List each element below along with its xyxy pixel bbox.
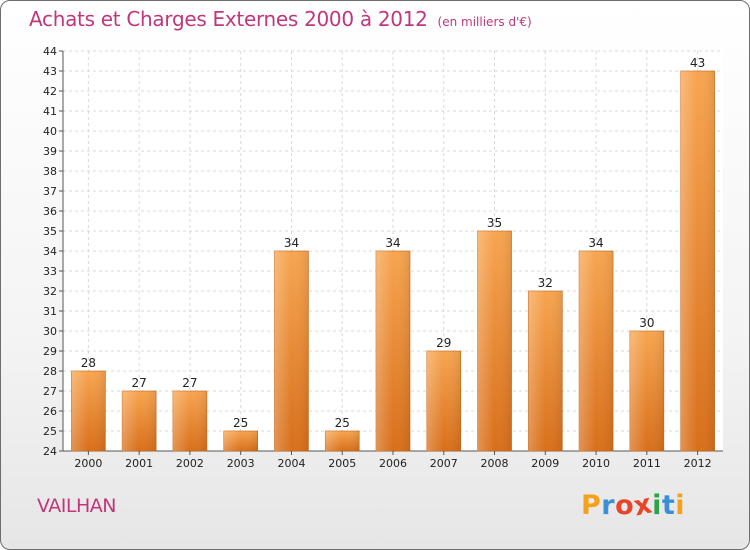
logo-letter: P bbox=[581, 490, 602, 521]
y-tick-label: 39 bbox=[43, 145, 57, 158]
y-tick-label: 38 bbox=[43, 165, 57, 178]
bar-shade bbox=[122, 391, 157, 451]
y-tick-label: 31 bbox=[43, 305, 57, 318]
chart-title: Achats et Charges Externes 2000 à 2012 (e… bbox=[29, 7, 532, 31]
bar-value-label: 34 bbox=[588, 236, 603, 250]
y-tick-label: 35 bbox=[43, 225, 57, 238]
bar-value-label: 25 bbox=[335, 416, 350, 430]
logo-letter: t bbox=[661, 490, 676, 521]
y-tick-label: 33 bbox=[43, 265, 57, 278]
bar-shade bbox=[477, 231, 512, 451]
bar-value-label: 34 bbox=[284, 236, 299, 250]
y-tick-label: 42 bbox=[43, 85, 57, 98]
bar-shade bbox=[528, 291, 563, 451]
y-tick-label: 43 bbox=[43, 65, 57, 78]
x-tick-label: 2003 bbox=[227, 457, 255, 470]
x-tick-label: 2002 bbox=[176, 457, 204, 470]
bar-value-label: 43 bbox=[690, 56, 705, 70]
logo-letter: i bbox=[652, 490, 662, 521]
y-tick-label: 44 bbox=[43, 45, 57, 58]
chart-subtitle: (en milliers d'€) bbox=[437, 15, 532, 29]
proxiti-logo: Proxiti bbox=[581, 488, 686, 522]
logo-letter: o bbox=[615, 490, 635, 521]
bar-shade bbox=[426, 351, 461, 451]
bar-shade bbox=[579, 251, 614, 451]
bar-value-label: 27 bbox=[182, 376, 197, 390]
y-tick-label: 24 bbox=[43, 445, 57, 458]
chart-title-text: Achats et Charges Externes 2000 à 2012 bbox=[29, 7, 428, 31]
logo-letter: r bbox=[601, 490, 616, 521]
bar-value-label: 27 bbox=[132, 376, 147, 390]
y-tick-label: 37 bbox=[43, 185, 57, 198]
bar-value-label: 29 bbox=[436, 336, 451, 350]
x-tick-label: 2000 bbox=[74, 457, 102, 470]
y-tick-label: 27 bbox=[43, 385, 57, 398]
x-tick-label: 2011 bbox=[633, 457, 661, 470]
y-tick-label: 40 bbox=[43, 125, 57, 138]
bar-shade bbox=[274, 251, 309, 451]
x-tick-label: 2004 bbox=[277, 457, 305, 470]
x-tick-label: 2008 bbox=[481, 457, 509, 470]
x-tick-label: 2001 bbox=[125, 457, 153, 470]
bar-value-label: 28 bbox=[81, 356, 96, 370]
bar-shade bbox=[223, 431, 258, 451]
bar-value-label: 30 bbox=[639, 316, 654, 330]
location-label: VAILHAN bbox=[37, 495, 116, 517]
x-tick-label: 2005 bbox=[328, 457, 356, 470]
bar-value-label: 34 bbox=[385, 236, 400, 250]
x-tick-label: 2009 bbox=[531, 457, 559, 470]
bar-shade bbox=[325, 431, 360, 451]
bar-shade bbox=[376, 251, 410, 451]
y-tick-label: 36 bbox=[43, 205, 57, 218]
x-tick-label: 2007 bbox=[430, 457, 458, 470]
y-tick-label: 26 bbox=[43, 405, 57, 418]
y-tick-label: 41 bbox=[43, 105, 57, 118]
x-tick-label: 2012 bbox=[684, 457, 712, 470]
bar-shade bbox=[172, 391, 207, 451]
bar-shade bbox=[71, 371, 106, 451]
bar-value-label: 25 bbox=[233, 416, 248, 430]
y-tick-label: 32 bbox=[43, 285, 57, 298]
logo-letter: i bbox=[675, 490, 686, 521]
y-tick-label: 28 bbox=[43, 365, 57, 378]
bar-value-label: 32 bbox=[538, 276, 553, 290]
y-tick-label: 25 bbox=[43, 425, 57, 438]
y-tick-label: 30 bbox=[43, 325, 57, 338]
x-tick-label: 2010 bbox=[582, 457, 610, 470]
bar-shade bbox=[629, 331, 664, 451]
x-tick-label: 2006 bbox=[379, 457, 407, 470]
bar-shade bbox=[680, 71, 715, 451]
y-tick-label: 29 bbox=[43, 345, 57, 358]
bar-value-label: 35 bbox=[487, 216, 502, 230]
y-tick-label: 34 bbox=[43, 245, 57, 258]
